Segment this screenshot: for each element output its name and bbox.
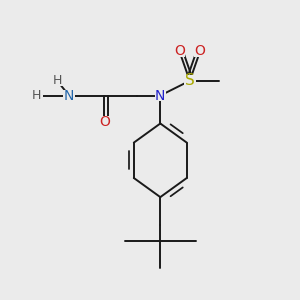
Text: N: N [64, 88, 74, 103]
Text: H: H [32, 89, 41, 102]
FancyBboxPatch shape [51, 76, 63, 86]
FancyBboxPatch shape [194, 46, 206, 57]
FancyBboxPatch shape [174, 46, 185, 57]
Text: O: O [99, 115, 110, 129]
FancyBboxPatch shape [184, 75, 196, 86]
Text: S: S [185, 73, 195, 88]
Text: O: O [195, 44, 206, 58]
Text: H: H [52, 74, 62, 87]
FancyBboxPatch shape [31, 90, 43, 101]
Text: N: N [155, 88, 166, 103]
Text: O: O [174, 44, 185, 58]
FancyBboxPatch shape [63, 90, 75, 101]
FancyBboxPatch shape [98, 116, 110, 128]
FancyBboxPatch shape [155, 90, 166, 101]
